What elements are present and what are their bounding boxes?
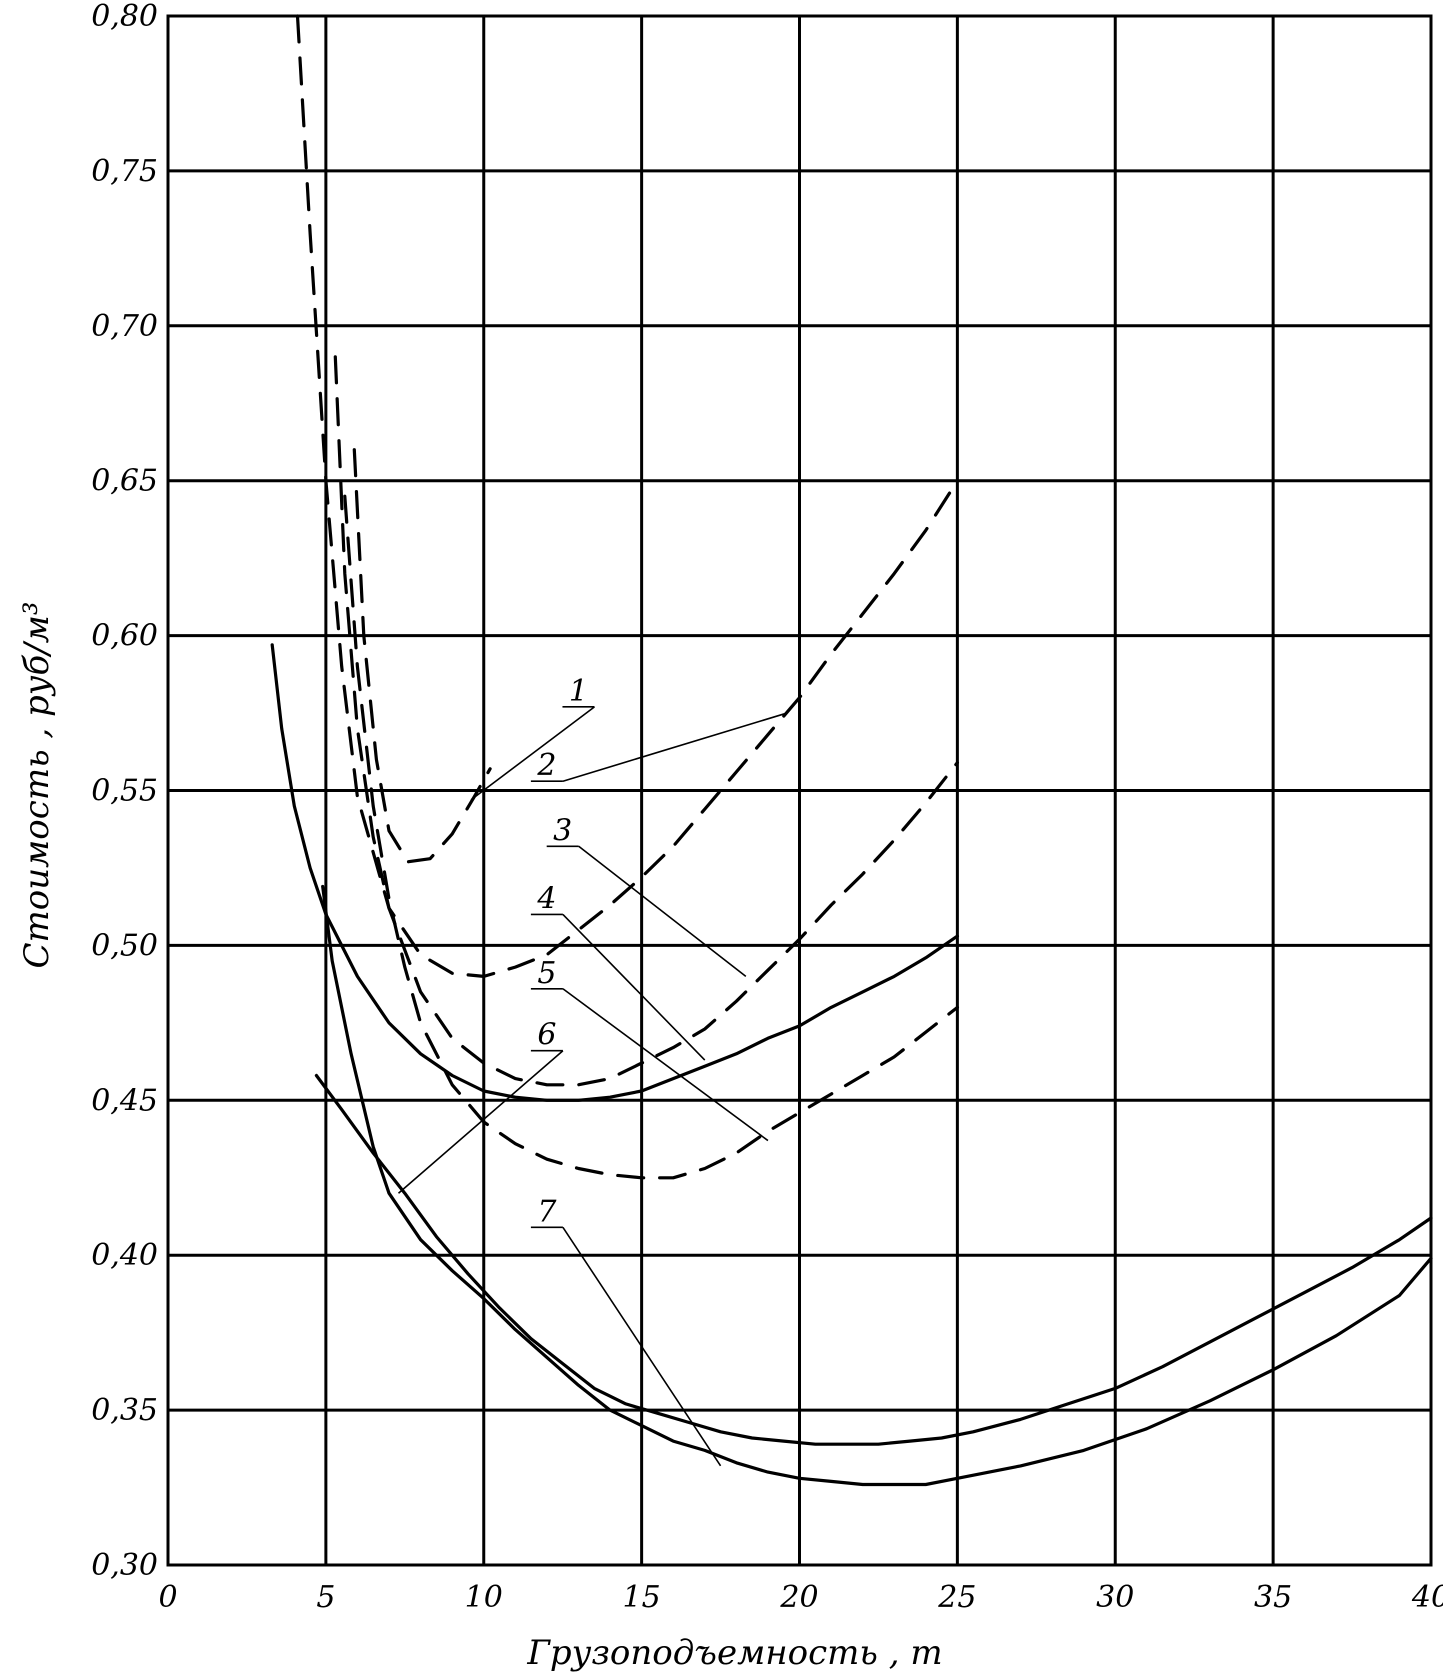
x-tick-label-6: 30 <box>1096 1580 1134 1615</box>
y-tick-label-5: 0,55 <box>91 774 158 809</box>
x-tick-label-8: 40 <box>1411 1580 1443 1615</box>
curve-label-3: 3 <box>553 813 572 848</box>
leader-line-1 <box>470 706 595 801</box>
x-tick-label-5: 25 <box>937 1580 976 1615</box>
x-tick-label-0: 0 <box>158 1580 177 1615</box>
y-tick-label-9: 0,75 <box>91 154 158 189</box>
curve-1 <box>352 448 492 864</box>
leader-line-6 <box>397 1050 564 1194</box>
leader-line-4 <box>562 913 706 1061</box>
y-tick-label-8: 0,70 <box>91 309 158 344</box>
y-tick-label-0: 0,30 <box>91 1548 158 1583</box>
y-tick-label-10: 0,80 <box>91 0 158 34</box>
x-axis-ticks: 0 5 10 15 20 25 30 35 40 <box>158 1580 1443 1615</box>
curve-label-1: 1 <box>569 674 588 709</box>
y-tick-label-7: 0,65 <box>91 464 158 499</box>
curve-2 <box>295 14 959 978</box>
y-axis-ticks: 0,30 0,35 0,40 0,45 0,50 0,55 0,60 0,65 0,70 0,75… <box>91 0 158 1583</box>
y-tick-label-2: 0,40 <box>91 1238 158 1273</box>
leader-line-5 <box>562 988 769 1142</box>
curve-label-6: 6 <box>537 1018 556 1053</box>
grid <box>166 14 1433 1567</box>
curve-label-5: 5 <box>537 956 556 991</box>
curve-6 <box>321 884 1433 1487</box>
curve-label-2: 2 <box>536 748 556 783</box>
y-tick-label-1: 0,35 <box>91 1393 158 1428</box>
curve-5 <box>270 643 959 1102</box>
y-tick-label-3: 0,45 <box>91 1083 158 1118</box>
x-tick-label-1: 5 <box>316 1580 335 1615</box>
y-axis-title: Стоимость , руб/м³ <box>17 601 57 968</box>
leader-line-7 <box>562 1226 722 1467</box>
y-tick-label-4: 0,50 <box>91 928 158 963</box>
y-tick-label-6: 0,60 <box>91 619 158 654</box>
curve-label-4: 4 <box>536 881 556 916</box>
leader-line-2 <box>562 712 788 782</box>
curve-labels: 1 2 3 4 5 6 7 <box>397 674 788 1467</box>
curves <box>270 14 1433 1487</box>
curve-7 <box>314 1073 1433 1446</box>
x-tick-label-2: 10 <box>465 1580 503 1615</box>
plot-frame <box>166 14 1433 1567</box>
x-tick-label-4: 20 <box>779 1580 818 1615</box>
leader-line-3 <box>578 845 747 978</box>
x-tick-label-7: 35 <box>1254 1580 1292 1615</box>
curve-label-7: 7 <box>537 1194 557 1229</box>
x-tick-label-3: 15 <box>623 1580 661 1615</box>
x-axis-title: Грузоподъемность , т <box>526 1633 942 1673</box>
curve-4 <box>343 494 959 1180</box>
curve-3 <box>333 355 959 1087</box>
